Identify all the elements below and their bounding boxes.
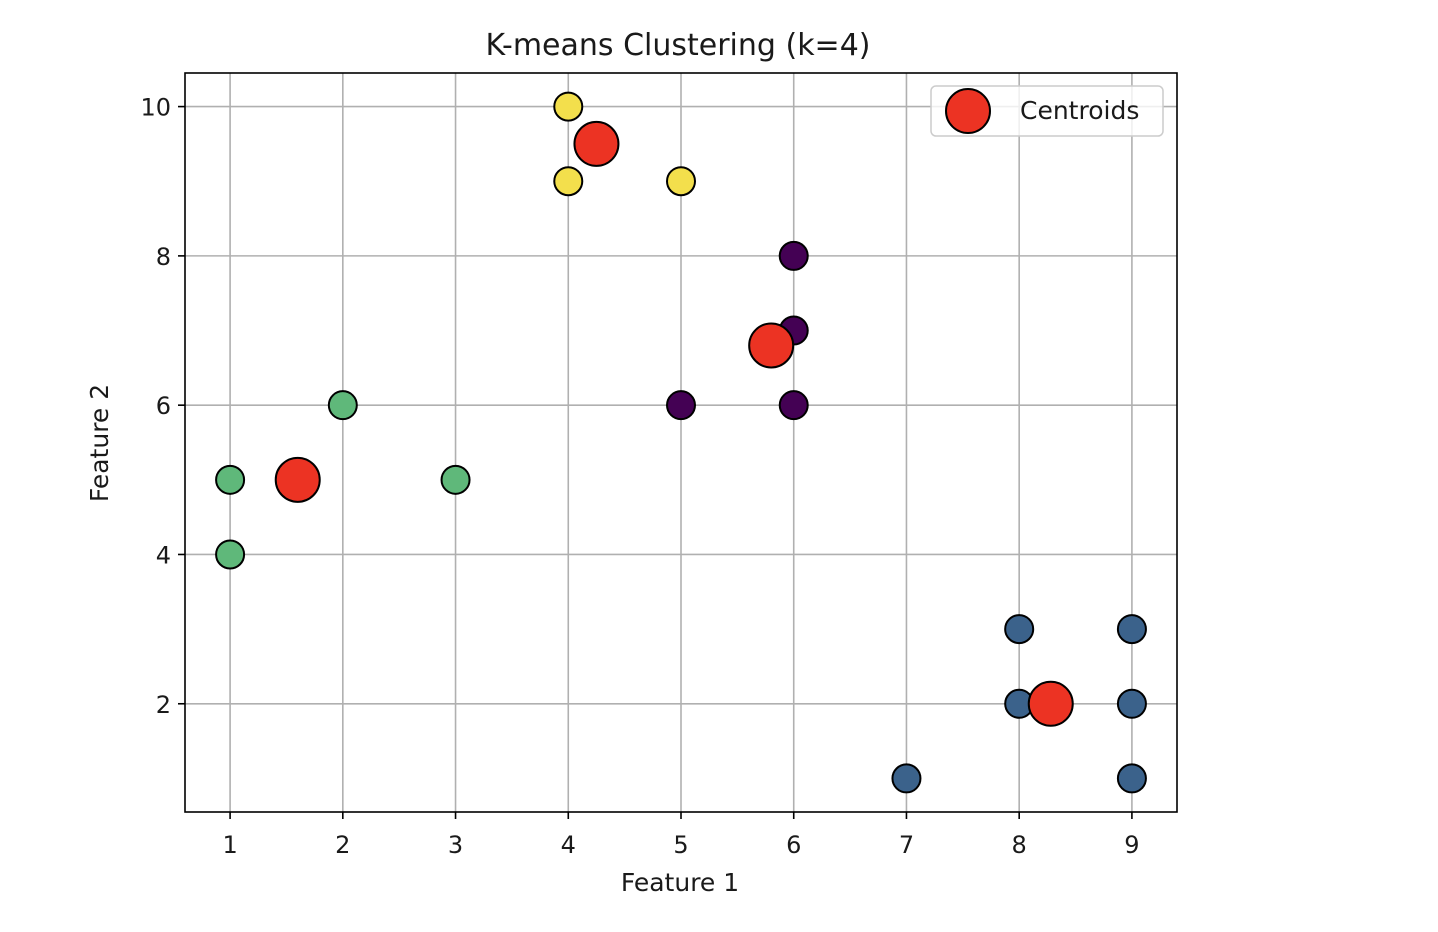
x-tick-label: 1 — [222, 831, 237, 859]
data-point — [778, 390, 809, 421]
x-tick-label: 5 — [673, 831, 688, 859]
data-point — [215, 464, 246, 495]
y-tick-label: 10 — [140, 94, 171, 122]
x-axis-label: Feature 1 — [621, 868, 739, 897]
y-tick-label: 2 — [156, 691, 171, 719]
centroid-point — [748, 322, 795, 369]
data-point — [666, 166, 696, 197]
data-point — [553, 91, 584, 122]
centroid-point — [1027, 680, 1074, 727]
x-tick-label: 7 — [899, 831, 914, 859]
x-tick-label: 9 — [1124, 831, 1139, 859]
centroid-point — [573, 120, 620, 167]
data-point — [891, 763, 922, 794]
centroid-point — [274, 456, 321, 503]
data-points — [215, 91, 1147, 794]
legend: Centroids — [930, 85, 1164, 137]
plot-frame — [184, 72, 1178, 813]
legend-centroid-marker — [945, 88, 991, 134]
x-tick-label: 2 — [335, 831, 350, 859]
data-point — [1116, 614, 1147, 645]
data-point — [778, 240, 809, 271]
data-point — [327, 390, 358, 421]
y-tick-label: 6 — [156, 392, 171, 420]
x-tick-label: 6 — [786, 831, 801, 859]
axis-ticks: 1 2 3 4 5 6 7 8 9 2 4 6 8 10 — [140, 94, 1139, 859]
y-tick-label: 8 — [156, 243, 171, 271]
legend-label: Centroids — [1020, 96, 1139, 125]
centroid-markers — [274, 120, 1074, 727]
chart-title: K-means Clustering (k=4) — [485, 28, 870, 63]
data-point — [666, 390, 696, 421]
data-point — [1004, 614, 1035, 645]
data-point — [1116, 763, 1147, 794]
y-tick-label: 4 — [156, 541, 171, 569]
data-point — [1116, 688, 1147, 719]
data-point — [440, 464, 471, 495]
x-tick-label: 3 — [448, 831, 463, 859]
y-axis-label: Feature 2 — [85, 384, 114, 502]
data-point — [553, 166, 584, 197]
x-tick-label: 4 — [561, 831, 576, 859]
x-tick-label: 8 — [1012, 831, 1027, 859]
data-point — [215, 539, 246, 570]
legend-box — [930, 85, 1164, 137]
